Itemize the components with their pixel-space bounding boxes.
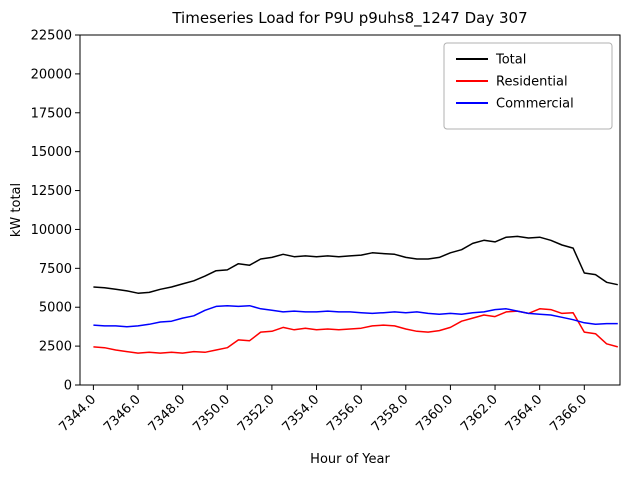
y-tick-label: 2500 [39, 340, 72, 355]
series-line-total [93, 235, 618, 294]
legend-label: Residential [496, 75, 568, 90]
x-axis-label: Hour of Year [310, 452, 390, 467]
series-line-residential [93, 308, 619, 354]
y-tick-label: 20000 [31, 67, 72, 82]
y-tick-label: 22500 [31, 29, 72, 44]
y-tick-label: 0 [64, 379, 72, 394]
y-axis-label: kW total [9, 183, 24, 237]
series-line-commercial [93, 304, 618, 328]
y-tick-label: 12500 [31, 184, 72, 199]
y-tick-label: 17500 [31, 106, 72, 121]
plot-area-frame [79, 34, 621, 386]
legend-label: Total [495, 53, 526, 68]
y-axis-ticks: 0 2500 5000 7500 10000 12500 15000 17500 20000 22… [31, 29, 80, 394]
y-tick-label: 5000 [39, 301, 72, 316]
chart-title: Timeseries Load for P9U p9uhs8_1247 Day … [171, 9, 527, 28]
legend-label: Commercial [496, 97, 574, 112]
y-tick-label: 7500 [39, 262, 72, 277]
y-tick-label: 10000 [31, 223, 72, 238]
y-tick-label: 15000 [31, 145, 72, 160]
legend: Total Residential Commercial [443, 42, 613, 130]
legend-box [443, 42, 613, 130]
series-lines [93, 235, 619, 354]
